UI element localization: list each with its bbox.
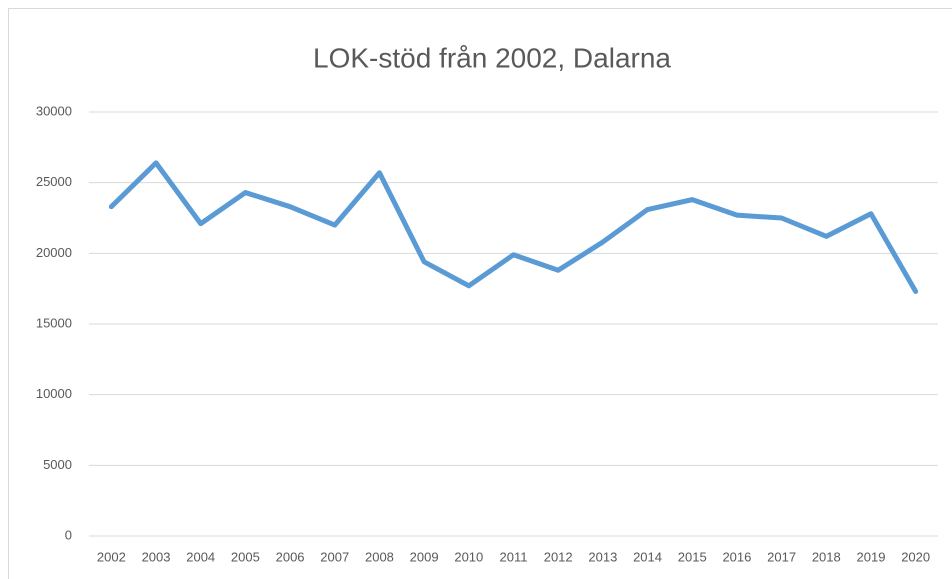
x-tick-label: 2017 xyxy=(767,549,796,564)
x-tick-label: 2002 xyxy=(97,549,126,564)
y-tick-label: 20000 xyxy=(36,245,72,260)
line-series xyxy=(108,160,919,294)
x-tick-label: 2011 xyxy=(500,549,528,564)
x-tick-label: 2020 xyxy=(901,549,930,564)
y-tick-label: 30000 xyxy=(36,103,72,118)
y-tick-label: 25000 xyxy=(36,174,72,189)
x-tick-label: 2007 xyxy=(320,549,349,564)
x-tick-label: 2003 xyxy=(142,549,171,564)
chart-frame xyxy=(8,8,952,579)
x-tick-label: 2004 xyxy=(186,549,215,564)
x-tick-label: 2018 xyxy=(812,549,841,564)
x-tick-label: 2015 xyxy=(678,549,707,564)
x-tick-label: 2006 xyxy=(276,549,305,564)
x-tick-label: 2005 xyxy=(231,549,260,564)
y-tick-label: 15000 xyxy=(36,315,72,330)
x-tick-label: 2013 xyxy=(588,549,617,564)
x-tick-label: 2012 xyxy=(544,549,573,564)
x-tick-label: 2008 xyxy=(365,549,394,564)
y-tick-label: 0 xyxy=(65,527,72,542)
x-tick-label: 2016 xyxy=(722,549,751,564)
y-tick-label: 5000 xyxy=(43,457,72,472)
x-tick-label: 2014 xyxy=(633,549,662,564)
x-tick-label: 2010 xyxy=(454,549,483,564)
x-tick-label: 2009 xyxy=(410,549,439,564)
y-tick-label: 10000 xyxy=(36,386,72,401)
chart-title: LOK-stöd från 2002, Dalarna xyxy=(313,42,671,73)
x-tick-label: 2019 xyxy=(857,549,886,564)
